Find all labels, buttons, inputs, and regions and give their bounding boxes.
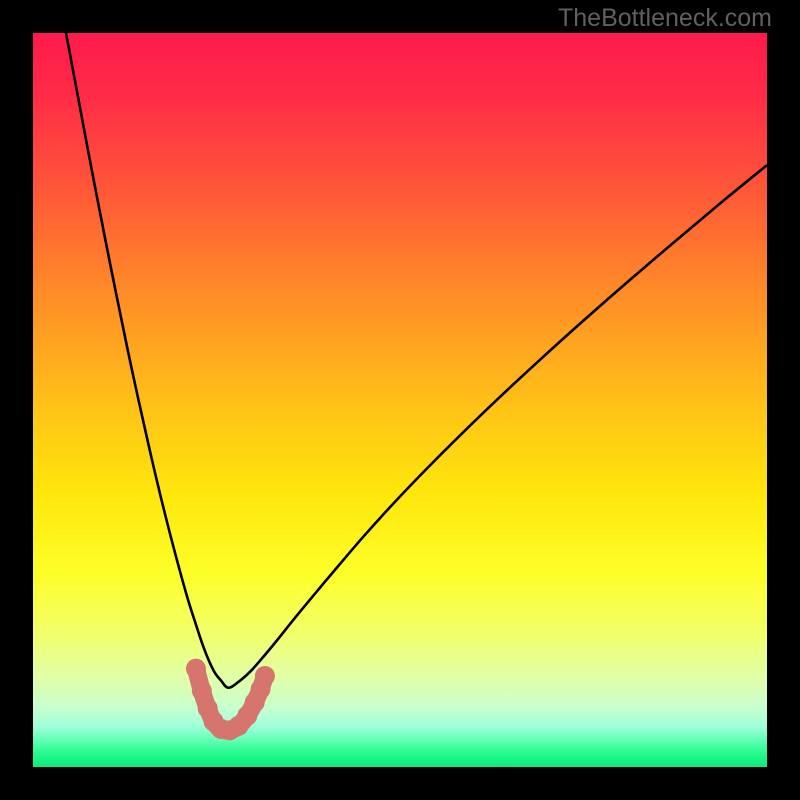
main-curve — [66, 33, 767, 688]
plot-area — [33, 33, 767, 767]
watermark-text: TheBottleneck.com — [558, 4, 772, 33]
chart-overlay — [33, 33, 767, 767]
chart-canvas: TheBottleneck.com — [0, 0, 800, 800]
